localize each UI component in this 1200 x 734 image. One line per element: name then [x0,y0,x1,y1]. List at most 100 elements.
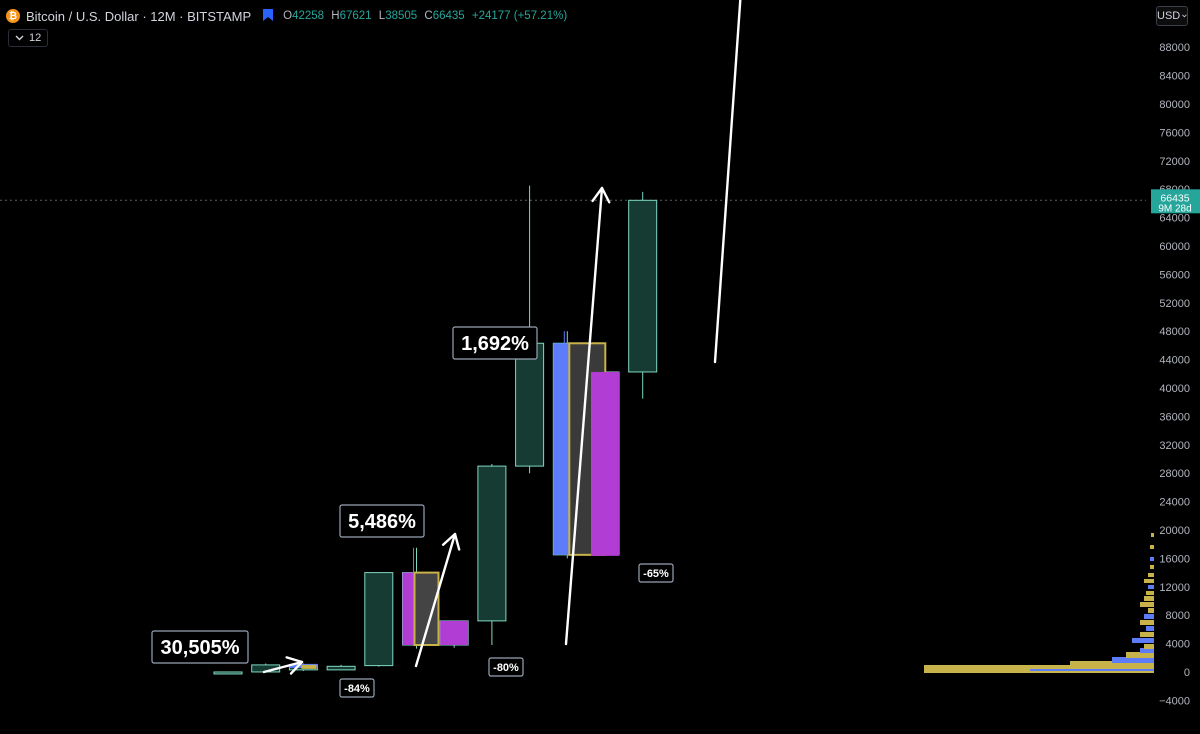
volume-profile-bar [1070,661,1154,667]
drawdown-annotation-label: -65% [643,568,669,580]
high-label: H [331,10,340,22]
annotation-box [339,678,375,698]
bear-market-boxes [289,331,619,669]
y-tick-label: 28000 [1159,468,1190,480]
y-tick-label: 16000 [1159,553,1190,565]
y-tick-label: 80000 [1159,99,1190,111]
y-tick-label: 60000 [1159,241,1190,253]
y-tick-label: 24000 [1159,497,1190,509]
chevron-down-icon [1182,14,1187,18]
volume-profile-bar [1112,657,1154,663]
trend-arrow-line [262,660,304,674]
open-label: O [283,10,293,22]
volume-profile-bar [1144,579,1154,583]
y-tick-label: 56000 [1159,269,1190,281]
change-value: +24177 (+57.21%) [471,10,568,22]
y-tick-label: 72000 [1159,156,1190,168]
price-tag-box [1151,189,1200,214]
currency-dropdown[interactable]: USD [1156,6,1188,26]
currency-label: USD [1157,10,1181,22]
flag-icon[interactable] [263,8,274,24]
chevron-down-icon [15,35,24,41]
y-tick-label: 36000 [1159,411,1190,423]
volume-profile-bar [1148,585,1154,589]
candle-body [515,342,545,467]
candle-body [213,671,243,675]
open-value: 42258 [292,10,325,22]
volume-profile-bar [1146,591,1154,595]
gain-annotation-label: 1,692% [461,333,529,355]
annotation-box [151,630,249,664]
y-tick-label: 0 [1184,667,1190,679]
candle-body [364,572,394,667]
gain-annotation-label: 5,486% [348,511,416,533]
volume-profile-bar [1126,652,1154,658]
volume-profile-bar [1148,608,1154,613]
drawdown-annotation-label: -80% [493,662,519,674]
bear-box-gold [301,664,317,669]
gain-annotation-label: 30,505% [161,637,240,659]
interval-toggle[interactable]: 12 [8,29,49,47]
price-axis[interactable]: 8800084000800007600072000680006400060000… [1159,42,1190,707]
volume-profile-bar [1030,669,1154,671]
close-label: C [424,10,433,22]
trend-arrow-line [713,0,742,364]
bear-box-purple [440,620,469,646]
volume-profile-bar [1146,626,1154,631]
y-tick-label: 32000 [1159,440,1190,452]
ohlc-readout: O42258 H67621 L38505 C66435 +24177 (+57.… [283,10,567,22]
trend-arrow-line [564,186,604,646]
volume-profile [924,533,1154,673]
interval-label: 12 [29,32,42,44]
y-tick-label: 40000 [1159,383,1190,395]
volume-profile-bar [1144,614,1154,619]
price-tag-countdown: 9M 28d [1158,203,1191,214]
trend-arrow-head [285,656,304,675]
y-tick-label: 20000 [1159,525,1190,537]
chart-header: ₿ Bitcoin / U.S. Dollar · 12M · BITSTAMP… [6,6,567,26]
y-tick-label: 76000 [1159,127,1190,139]
volume-profile-bar [1140,620,1154,625]
symbol-title[interactable]: Bitcoin / U.S. Dollar · 12M · BITSTAMP [26,8,252,24]
trend-arrow-head [441,532,461,551]
volume-profile-bar [1144,596,1154,601]
volume-profile-bar [1132,638,1154,643]
trend-arrow-line [414,532,457,668]
drawdown-annotation-label: -84% [344,683,370,695]
y-tick-label: 64000 [1159,213,1190,225]
low-label: L [378,10,386,22]
y-tick-label: 52000 [1159,298,1190,310]
y-tick-label: 84000 [1159,71,1190,83]
volume-profile-bar [1140,602,1154,607]
volume-profile-bar [1144,644,1154,649]
y-tick-label: 8000 [1166,610,1190,622]
volume-profile-bar [1148,573,1154,577]
close-value: 66435 [432,10,465,22]
annotation-box [638,563,674,583]
price-tag-value: 66435 [1160,192,1189,204]
candle-body [326,665,356,671]
low-value: 38505 [385,10,418,22]
annotation-box [488,657,524,677]
candle-body [477,465,507,622]
annotation-labels: 30,505% 5,486% 1,692% -84% -80% -65% [151,326,674,698]
trend-arrow-head [591,186,611,204]
volume-profile-bar [1150,545,1154,549]
bear-box-purple [591,371,619,556]
volume-profile-bar [1150,565,1154,569]
y-tick-label: −4000 [1159,695,1190,707]
volume-profile-bar [1140,648,1154,653]
y-tick-label: 44000 [1159,355,1190,367]
high-value: 67621 [339,10,372,22]
volume-profile-bar [1151,533,1154,537]
candle-body [628,199,658,373]
annotation-box [452,326,538,360]
trend-arrows [262,0,742,675]
y-tick-label: 48000 [1159,326,1190,338]
volume-profile-bar [1140,632,1154,637]
y-tick-label: 4000 [1166,639,1190,651]
bitcoin-logo-icon: ₿ [6,9,20,23]
annotation-box [339,504,425,538]
